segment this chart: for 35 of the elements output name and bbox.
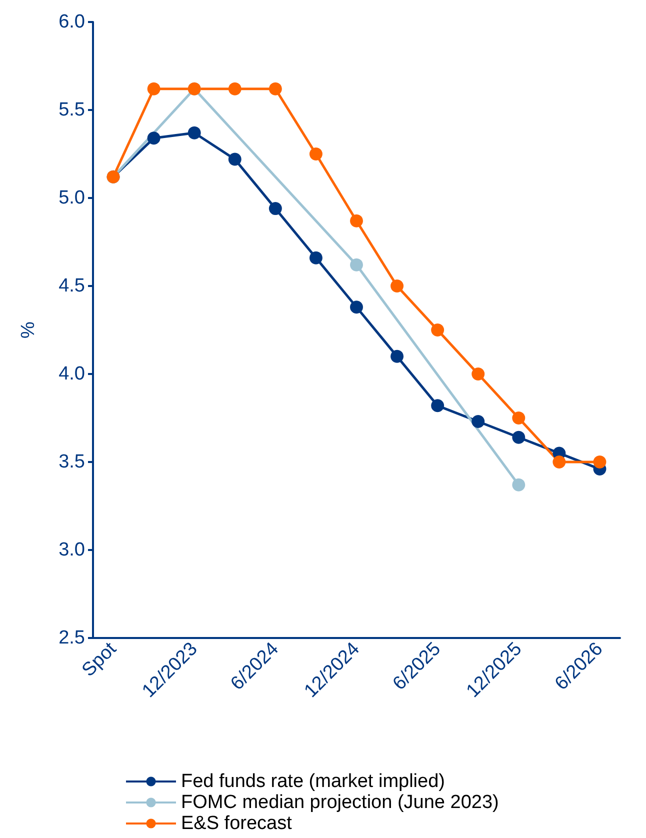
y-tick-label: 4.5: [58, 276, 85, 296]
point: [431, 324, 444, 336]
point: [309, 148, 322, 160]
point: [472, 368, 485, 380]
point: [228, 152, 242, 166]
y-tick-label: 6.0: [58, 12, 85, 32]
point: [512, 430, 526, 444]
y-tick-label: 2.5: [58, 628, 85, 648]
point: [268, 202, 282, 216]
point: [350, 214, 363, 228]
point: [512, 412, 526, 424]
legend-label: E&S forecast: [181, 813, 293, 834]
point: [472, 415, 485, 428]
point: [512, 478, 526, 492]
point: [431, 399, 444, 412]
y-tick-label: 4.0: [58, 364, 85, 384]
y-tick-label: 3.0: [58, 540, 85, 560]
point: [147, 82, 160, 96]
y-tick-label: 5.0: [58, 188, 85, 208]
point: [147, 132, 160, 145]
legend-label: FOMC median projection (June 2023): [181, 792, 499, 813]
legend-label: Fed funds rate (market implied): [181, 771, 445, 792]
point: [309, 251, 322, 264]
point: [228, 82, 242, 96]
point: [593, 456, 606, 468]
point: [390, 350, 404, 363]
y-tick-label: 5.5: [58, 100, 85, 120]
point: [350, 300, 363, 314]
point: [350, 258, 363, 272]
point: [268, 82, 282, 96]
point: [552, 456, 566, 468]
y-tick-label: 3.5: [58, 452, 85, 472]
point: [188, 126, 201, 140]
point: [390, 280, 404, 292]
y-axis-title: %: [18, 321, 39, 338]
